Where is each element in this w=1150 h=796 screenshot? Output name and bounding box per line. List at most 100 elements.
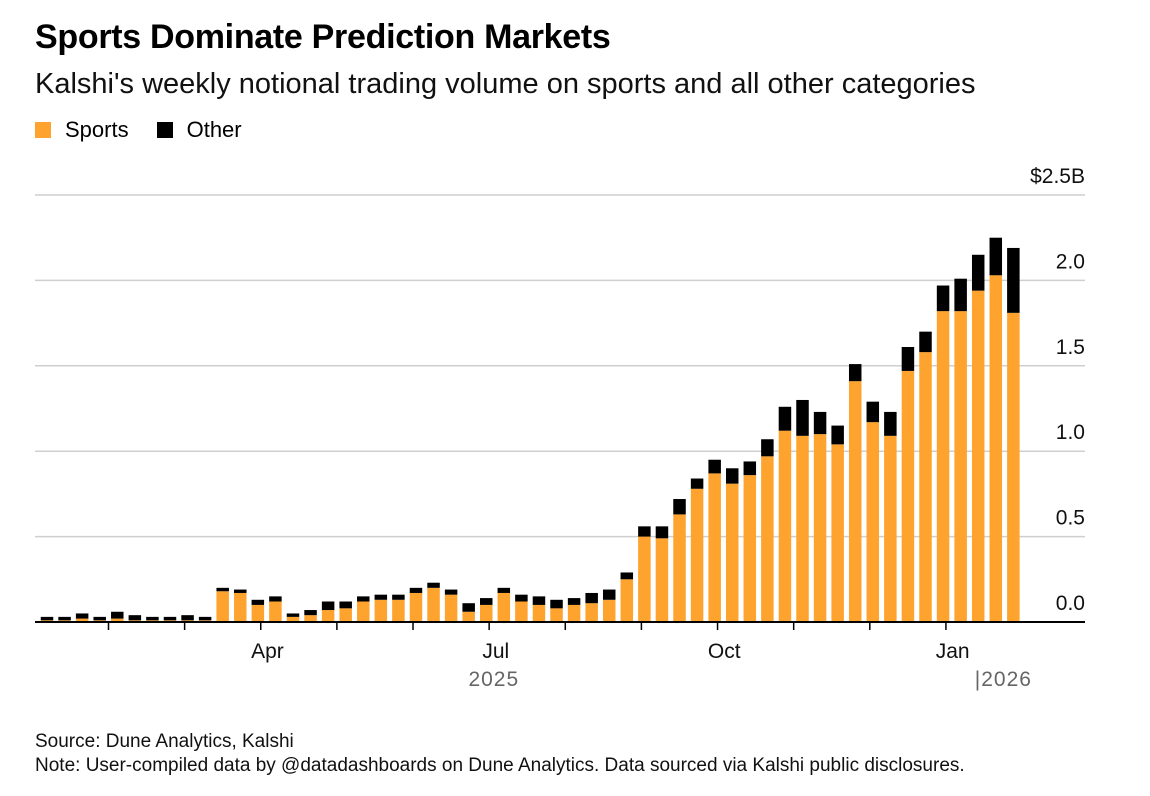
bar-other xyxy=(761,439,774,457)
bar-other xyxy=(198,616,212,621)
bar-other xyxy=(181,615,194,621)
bar-sports xyxy=(462,611,475,622)
bar-other xyxy=(532,596,546,605)
bar-other xyxy=(796,399,809,436)
bar-sports xyxy=(725,483,739,622)
bar-sports xyxy=(708,473,721,622)
bar-other xyxy=(673,499,686,515)
bar-other xyxy=(163,616,177,621)
chart-footer: Source: Dune Analytics, Kalshi Note: Use… xyxy=(35,730,965,778)
y-tick-label: $2.5B xyxy=(1030,165,1085,188)
y-tick-label: 2.0 xyxy=(1056,250,1085,273)
legend-item-other: Other xyxy=(156,117,242,143)
bar-other xyxy=(111,611,124,619)
bar-other xyxy=(550,599,563,609)
bar-other xyxy=(884,411,897,436)
legend-label-sports: Sports xyxy=(65,117,129,142)
bar-other xyxy=(392,594,405,600)
bar-sports xyxy=(919,352,932,622)
bar-sports xyxy=(602,599,616,622)
bar-other xyxy=(75,613,89,619)
bar-sports xyxy=(673,514,686,622)
x-year-label: |2026 xyxy=(975,668,1032,691)
bar-sports xyxy=(357,601,370,622)
bar-sports xyxy=(304,615,317,622)
bar-sports xyxy=(743,475,757,622)
bar-other xyxy=(778,406,792,431)
legend-item-sports: Sports xyxy=(35,117,129,143)
x-tick-label: Jan xyxy=(936,640,970,663)
bar-sports xyxy=(216,591,229,622)
bar-other xyxy=(216,587,229,592)
bar-sports xyxy=(409,592,423,622)
bar-sports xyxy=(901,370,915,622)
bar-other xyxy=(567,598,581,605)
bar-other xyxy=(690,478,704,489)
legend-label-other: Other xyxy=(186,117,242,142)
bar-other xyxy=(919,331,932,353)
x-tick-label: Jul xyxy=(482,640,509,663)
bar-sports xyxy=(971,290,985,622)
y-tick-label: 0.0 xyxy=(1056,592,1085,615)
data-note: Note: User-compiled data by @datadashboa… xyxy=(35,755,965,776)
y-tick-label: 1.5 xyxy=(1056,336,1085,359)
bar-sports xyxy=(286,616,300,622)
bar-other xyxy=(497,587,511,593)
bar-other xyxy=(602,589,616,600)
bar-other xyxy=(304,610,317,616)
bar-sports xyxy=(638,536,651,622)
bar-other xyxy=(655,526,669,539)
bar-other xyxy=(901,347,915,371)
bar-other xyxy=(813,411,827,435)
bar-other xyxy=(427,582,440,588)
bar-other xyxy=(638,526,651,537)
bar-sports xyxy=(655,538,669,622)
y-tick-label: 0.5 xyxy=(1056,507,1085,530)
x-year-label: 2025 xyxy=(468,668,519,691)
bar-sports xyxy=(269,601,282,622)
bar-sports xyxy=(532,604,546,622)
legend-swatch-sports xyxy=(35,122,51,138)
bar-other xyxy=(1007,247,1020,313)
bar-sports xyxy=(75,618,89,622)
bar-other xyxy=(971,254,985,291)
bar-other xyxy=(444,589,458,595)
bar-other xyxy=(480,598,493,605)
bar-other xyxy=(40,616,54,621)
bar-sports xyxy=(480,604,493,622)
bar-other xyxy=(620,572,634,580)
bar-sports xyxy=(374,599,388,622)
bar-sports xyxy=(234,592,247,622)
chart-subtitle: Kalshi's weekly notional trading volume … xyxy=(35,68,976,100)
bar-other xyxy=(989,237,1003,276)
bar-sports xyxy=(497,592,511,622)
bar-other xyxy=(462,603,475,612)
bar-sports xyxy=(550,608,563,622)
source-note: Source: Dune Analytics, Kalshi xyxy=(35,731,294,752)
bar-sports xyxy=(761,456,774,622)
bar-other xyxy=(954,278,967,312)
bar-other xyxy=(269,596,282,602)
bar-sports xyxy=(831,444,844,622)
bar-other xyxy=(234,589,247,593)
bar-other xyxy=(374,594,388,600)
bar-sports xyxy=(848,381,862,622)
bar-sports xyxy=(866,422,880,622)
bar-other xyxy=(936,285,950,312)
bar-other xyxy=(128,615,142,621)
bar-sports xyxy=(515,601,528,622)
bar-sports xyxy=(813,434,827,622)
bar-other xyxy=(146,616,159,621)
bar-other xyxy=(357,596,370,602)
bar-other xyxy=(286,613,300,617)
y-tick-label: 1.0 xyxy=(1056,421,1085,444)
bar-sports xyxy=(444,594,458,622)
bar-sports xyxy=(936,311,950,622)
bar-sports xyxy=(690,488,704,622)
bar-other xyxy=(58,616,71,621)
bar-other xyxy=(725,468,739,484)
bar-other xyxy=(251,599,265,605)
bar-sports xyxy=(111,618,124,622)
bar-other xyxy=(515,594,528,602)
bar-other xyxy=(708,459,721,474)
